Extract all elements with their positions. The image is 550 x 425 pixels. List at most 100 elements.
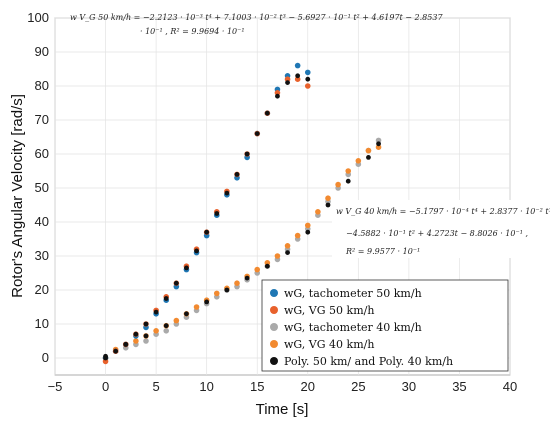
series-4-point [153,309,159,315]
series-4-point [285,250,290,256]
legend-marker-vg-50 [270,306,278,314]
series-4-point [305,229,311,235]
y-tick-label: 100 [27,10,49,25]
series-4-point [366,155,371,160]
series-4-point [204,299,210,305]
equation-40kmh-line-1: w V_G 40 km/h = −5.1797 · 10⁻⁴ t⁴ + 2.83… [336,207,550,216]
equation-50kmh-line-1: w V_G 50 km/h = −2.2123 · 10⁻³ t⁴ + 7.10… [70,13,443,22]
y-tick-label: 20 [35,282,49,297]
legend-label-vg-50: wG, VG 50 km/h [284,304,374,317]
x-tick-label: 40 [503,379,517,394]
series-4-point [264,110,270,116]
x-tick-label: 10 [199,379,213,394]
series-4-point [184,265,189,271]
legend-label-poly: Poly. 50 km/ and Poly. 40 km/h [284,355,453,368]
series-4-point [204,229,210,235]
series-4-point [345,178,351,184]
equation-40kmh: w V_G 40 km/h = −5.1797 · 10⁻⁴ t⁴ + 2.83… [332,200,550,258]
y-tick-label: 80 [35,78,49,93]
series-3-point [193,304,200,310]
series-3-point [234,280,240,287]
series-1-point [274,90,281,96]
series-4-point [103,353,108,359]
y-tick-label: 50 [35,180,49,195]
data-points [102,62,382,365]
equation-40kmh-background [332,200,537,258]
legend-label-vg-40: wG, VG 40 km/h [284,338,374,351]
y-tick-label: 70 [35,112,49,127]
series-4-point [163,323,169,329]
y-tick-label: 0 [42,350,49,365]
y-tick-label: 90 [35,44,49,59]
series-3-point [274,253,281,259]
series-4-point [285,80,290,85]
series-4-point [163,296,169,301]
series-3-point [375,144,382,150]
equation-50kmh-line-2: · 10⁻¹ , R² = 9.9694 · 10⁻¹ [140,27,245,36]
legend-box [261,279,509,372]
x-tick-label: 15 [250,379,264,394]
series-3-point [264,260,271,266]
series-1-point [304,83,311,89]
series-2-point [143,338,149,344]
legend-label-tachometer-40: wG, tachometer 40 km/h [284,321,422,334]
series-1-point [102,358,109,365]
series-4-point [224,287,230,293]
series-3-point [365,147,372,154]
series-3-point [254,266,261,273]
series-4-point [275,93,280,99]
x-tick-label: 25 [351,379,365,394]
series-4-point [123,342,129,347]
series-4-point [244,275,250,281]
series-4-point [194,248,199,254]
series-4-point [214,211,220,216]
legend-marker-tachometer-50 [270,289,278,297]
y-axis-label: Rotor's Angular Velocity [rad/s] [9,94,26,298]
x-tick-label: 35 [452,379,466,394]
x-axis-label: Time [s] [256,401,309,418]
series-4-point [224,190,230,196]
series-4-point [305,76,311,82]
equation-40kmh-line-2: −4.5882 · 10⁻¹ t² + 4.2723t − 8.8026 · 1… [346,229,528,238]
series-0-point [304,69,311,76]
equation-50kmh: w V_G 50 km/h = −2.2123 · 10⁻³ t⁴ + 7.10… [70,13,443,36]
legend-marker-poly [270,357,278,365]
legend-marker-tachometer-40 [270,323,278,331]
x-tick-label: 20 [301,379,315,394]
series-3-point [294,232,301,239]
series-3-point [355,158,362,164]
series-2-point [375,137,382,144]
series-3-point [153,328,159,334]
series-4-point [173,280,179,286]
series-3-point [173,317,180,324]
series-4-point [244,151,250,157]
y-tick-label: 60 [35,146,49,161]
series-4-point [264,263,270,269]
series-4-point [113,348,119,354]
series-4-point [325,202,331,208]
y-tick-label: 30 [35,248,49,263]
legend: wG, tachometer 50 km/h wG, VG 50 km/h wG… [261,279,509,372]
series-3-point [133,338,139,344]
series-4-point [143,333,149,339]
y-tick-label: 10 [35,316,49,331]
series-4-point [376,141,381,147]
x-tick-labels: −5 0 5 10 15 20 25 30 35 40 [48,379,518,394]
series-3-point [284,243,291,249]
series-3-point [213,290,220,297]
legend-label-tachometer-50: wG, tachometer 50 km/h [284,287,422,300]
series-4-point [184,311,189,317]
series-0-point [294,62,301,69]
series-4-point [254,131,260,137]
series-3-point [315,209,321,215]
x-tick-label: 5 [152,379,159,394]
y-tick-label: 40 [35,214,49,229]
series-3-point [345,168,352,174]
series-4-point [143,321,149,327]
equation-40kmh-line-3: R² = 9.9577 · 10⁻¹ [345,247,420,256]
x-tick-label: 30 [402,379,416,394]
series-2-point [163,328,170,334]
x-tick-label: 0 [102,379,109,394]
series-4-point [295,73,301,79]
